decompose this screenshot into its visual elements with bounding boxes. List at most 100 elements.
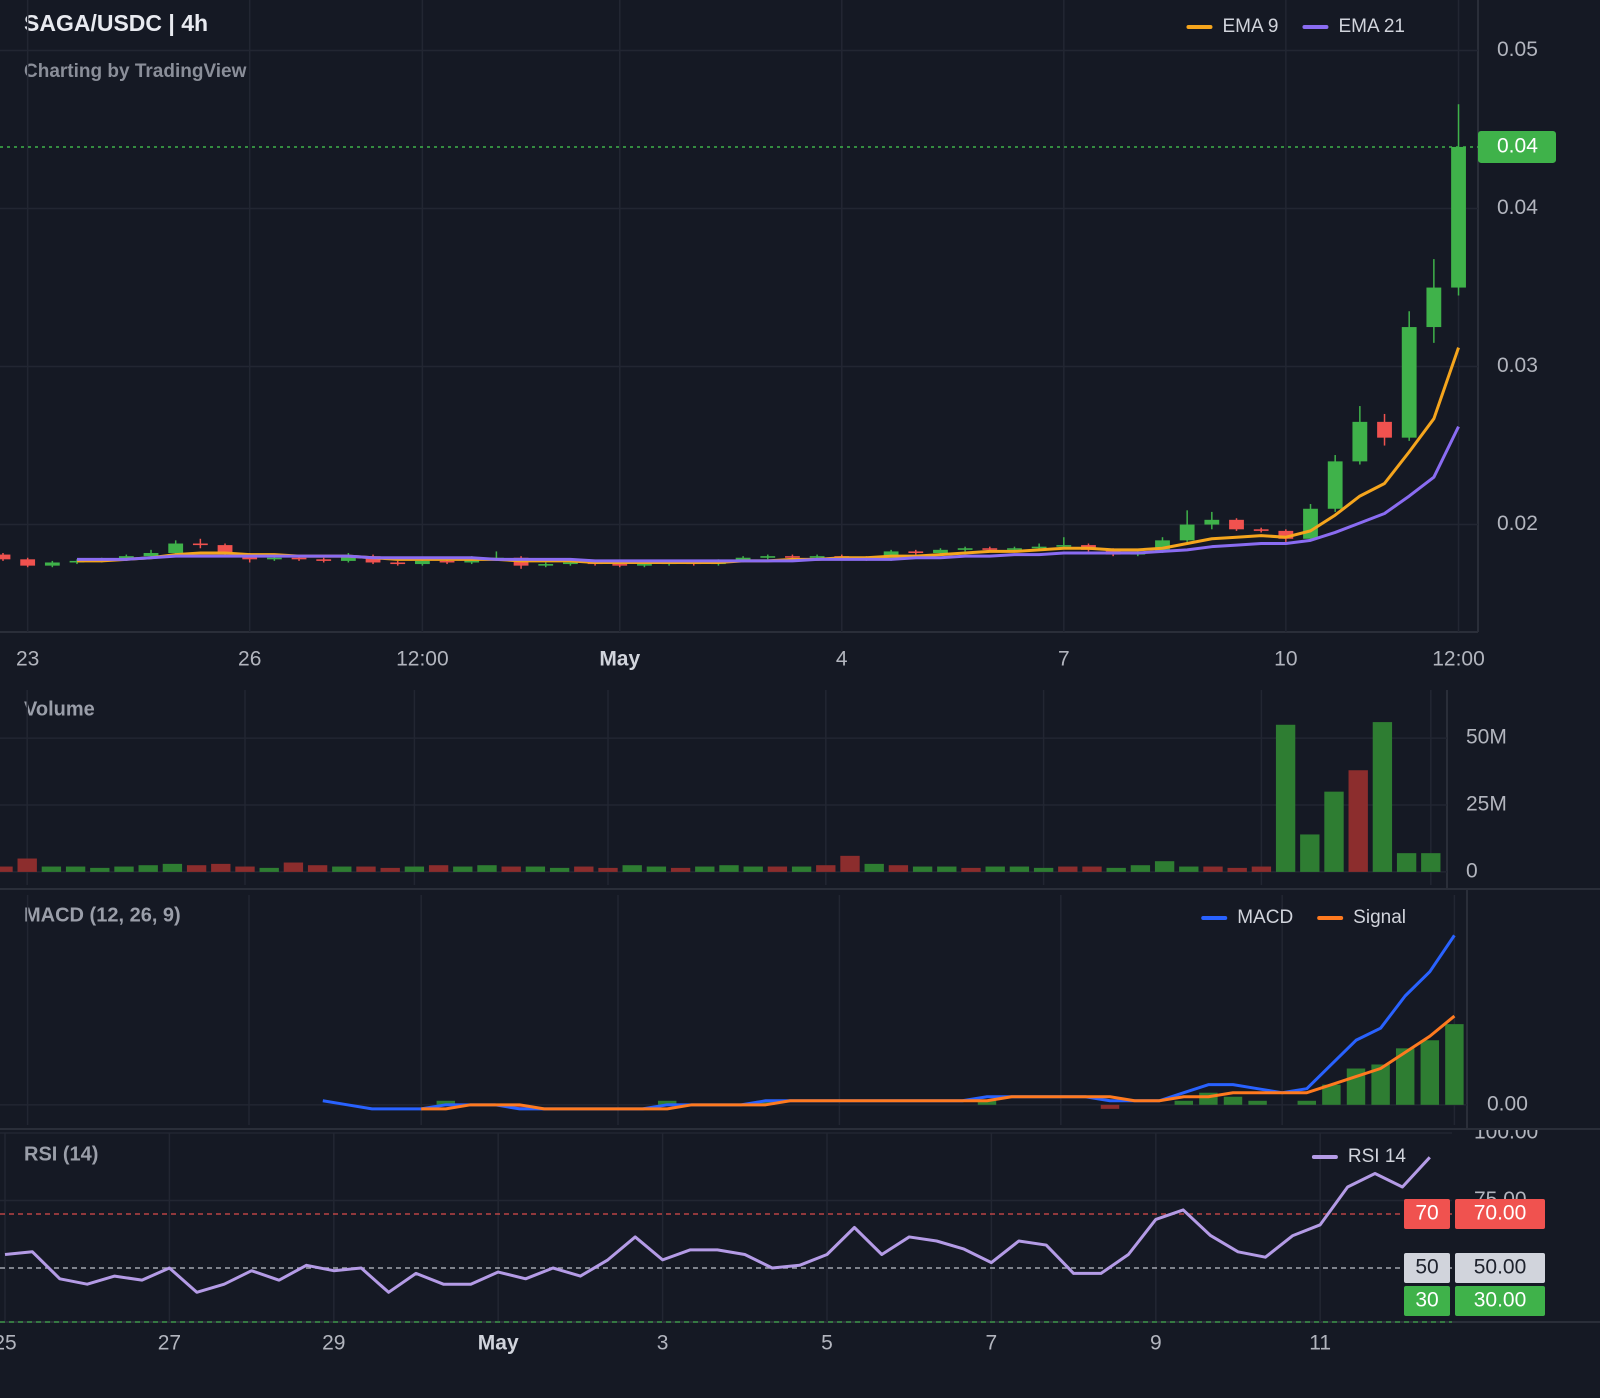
- candle-body: [1253, 529, 1269, 531]
- candle-body: [1155, 540, 1170, 552]
- last-price-label: 0.04: [1497, 134, 1538, 157]
- candle-body: [637, 564, 652, 566]
- level-label: 70.00: [1474, 1202, 1527, 1225]
- volume-bar: [525, 866, 546, 872]
- y-tick-label: 0: [1466, 859, 1478, 882]
- level-value: 30: [1415, 1289, 1438, 1312]
- histogram-bar: [1297, 1100, 1317, 1105]
- x-tick-label: 25: [0, 1332, 17, 1355]
- candle-body: [1377, 421, 1392, 438]
- level-badge: [1404, 1286, 1450, 1316]
- level-value: 50: [1415, 1256, 1438, 1279]
- candle-body: [340, 556, 356, 561]
- volume-bar: [1106, 867, 1126, 872]
- candle-body: [933, 549, 948, 553]
- x-tick-label: 7: [1058, 648, 1070, 671]
- histogram-bar: [1248, 1100, 1267, 1105]
- candle-body: [390, 562, 406, 565]
- level-badge: [1404, 1253, 1450, 1283]
- candle-body: [1056, 545, 1072, 547]
- candle-body: [20, 559, 36, 566]
- volume-bar: [549, 867, 570, 872]
- x-tick-label: 7: [986, 1332, 998, 1355]
- candle-body: [143, 553, 159, 557]
- legend-label: EMA 9: [1222, 16, 1278, 37]
- candle-body: [538, 564, 554, 566]
- histogram-bar: [1322, 1084, 1341, 1105]
- level-badge: [1455, 1199, 1545, 1229]
- volume-bar: [162, 863, 183, 872]
- candle-body: [1204, 519, 1220, 525]
- candle-body: [1327, 461, 1343, 509]
- volume-bar: [1275, 724, 1296, 872]
- x-tick-label: 12:00: [396, 648, 449, 671]
- volume-bar: [1082, 866, 1102, 872]
- y-tick-label: 0.02: [1497, 512, 1538, 535]
- volume-bar: [356, 866, 376, 872]
- volume-bar: [186, 865, 207, 872]
- candle-body: [1229, 519, 1244, 530]
- histogram-bar: [1371, 1064, 1390, 1105]
- candle-body: [365, 556, 381, 563]
- volume-bar: [695, 866, 715, 872]
- volume-bar: [912, 866, 933, 872]
- histogram-bar: [756, 1100, 775, 1105]
- candle-body: [1352, 421, 1368, 462]
- level-badge: [1404, 1199, 1450, 1229]
- candle-body: [1179, 524, 1195, 541]
- candle-body: [266, 557, 282, 560]
- volume-bar: [453, 866, 473, 872]
- volume-bar: [1227, 867, 1247, 872]
- volume-bar: [477, 865, 497, 872]
- candle-body: [1303, 508, 1318, 539]
- x-tick-label: 12:00: [1432, 648, 1485, 671]
- x-tick-label: 9: [1150, 1332, 1162, 1355]
- last-price-badge: [1478, 130, 1556, 163]
- panel-title: MACD (12, 26, 9): [24, 904, 181, 926]
- y-tick-label: 25M: [1466, 793, 1507, 816]
- x-tick-label: 27: [158, 1332, 181, 1355]
- candle-body: [291, 557, 307, 560]
- y-tick-label: 0.03: [1497, 354, 1538, 377]
- candle-body: [1007, 548, 1022, 550]
- x-tick-label: 11: [1309, 1332, 1331, 1355]
- candle-body: [0, 554, 11, 560]
- histogram-bar: [510, 1104, 529, 1109]
- volume-bar: [1179, 866, 1199, 872]
- volume-bar: [961, 867, 981, 872]
- volume-bar: [1058, 866, 1078, 872]
- volume-bar: [114, 866, 134, 872]
- volume-bar: [1203, 866, 1223, 872]
- volume-bar: [888, 865, 909, 872]
- candle-body: [192, 543, 208, 546]
- candle-body: [785, 556, 800, 558]
- volume-bar: [767, 866, 788, 872]
- volume-bar: [743, 866, 763, 872]
- volume-bar: [307, 865, 328, 872]
- histogram-bar: [1395, 1048, 1415, 1105]
- volume-bar: [1300, 834, 1320, 872]
- volume-bar: [235, 866, 255, 872]
- series-line: [77, 425, 1460, 563]
- histogram-bar: [1445, 1024, 1464, 1105]
- volume-bar: [332, 866, 352, 872]
- series-line: [421, 1014, 1456, 1111]
- volume-bar: [840, 855, 860, 872]
- candle-body: [316, 559, 332, 561]
- volume-bar: [670, 867, 691, 872]
- candle-body: [1426, 287, 1442, 328]
- level-badge: [1455, 1286, 1545, 1316]
- candle-body: [1278, 530, 1294, 539]
- legend-label: Signal: [1353, 907, 1406, 928]
- volume-bar: [138, 865, 158, 872]
- histogram-bar: [436, 1100, 456, 1105]
- volume-bar: [985, 866, 1005, 872]
- legend-label: EMA 21: [1338, 16, 1405, 37]
- candle-body: [735, 557, 751, 561]
- candle-body: [1031, 546, 1047, 549]
- y-tick-label: 0.04: [1497, 196, 1538, 219]
- volume-bar: [501, 866, 521, 872]
- series-line: [4, 1156, 1431, 1294]
- volume-bar: [1033, 867, 1054, 872]
